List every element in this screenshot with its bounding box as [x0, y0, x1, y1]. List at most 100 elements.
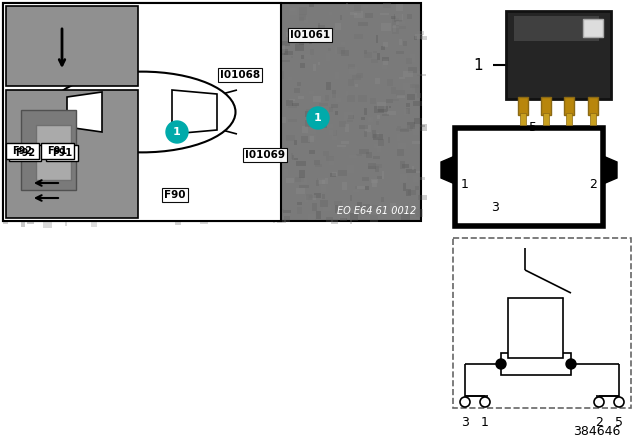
Bar [113, 208, 118, 211]
Bar [18, 89, 26, 93]
Bar [392, 26, 396, 32]
Bar [102, 25, 112, 32]
Bar [374, 106, 383, 113]
Bar [305, 196, 308, 202]
Bar [501, 353, 571, 375]
Text: 5: 5 [615, 416, 623, 429]
Bar [378, 139, 384, 146]
Bar [170, 129, 175, 134]
Bar [368, 161, 376, 166]
Bar [257, 63, 265, 65]
Bar [412, 141, 420, 144]
Bar [309, 135, 316, 139]
Bar [91, 183, 96, 186]
Bar [342, 182, 347, 190]
Bar [214, 208, 219, 215]
Bar [72, 195, 76, 197]
Bar [189, 192, 196, 200]
Bar [364, 204, 370, 211]
Bar [173, 74, 179, 80]
Bar [68, 106, 76, 111]
Bar [413, 101, 422, 106]
Bar [151, 210, 158, 217]
Bar [318, 26, 324, 30]
Bar [410, 84, 419, 87]
Bar [51, 95, 57, 102]
Bar [193, 149, 203, 151]
Bar [72, 28, 77, 35]
Bar [159, 206, 162, 209]
Bar [236, 106, 243, 109]
Bar [218, 174, 222, 179]
Bar [406, 125, 410, 129]
Bar [394, 14, 402, 22]
Bar [329, 12, 332, 15]
Bar [57, 75, 59, 82]
Bar [183, 40, 186, 44]
Bar [298, 96, 304, 99]
Bar [233, 214, 237, 219]
Bar [13, 8, 17, 10]
Bar [247, 118, 253, 125]
Text: 1: 1 [461, 178, 469, 191]
Bar [410, 54, 415, 62]
Bar [183, 22, 187, 26]
Bar [286, 135, 295, 141]
Bar [241, 9, 249, 16]
Bar [223, 96, 232, 101]
Bar [139, 164, 144, 168]
Bar [321, 200, 328, 207]
Bar [255, 191, 259, 198]
Bar [161, 56, 164, 63]
Bar [340, 15, 342, 20]
Bar [395, 14, 403, 20]
Bar [93, 180, 98, 184]
Bar [86, 13, 96, 20]
Bar [403, 41, 406, 46]
Bar [388, 106, 391, 108]
Bar [115, 92, 118, 94]
Bar [228, 39, 231, 43]
Bar [338, 170, 348, 176]
Bar [583, 19, 603, 37]
Bar [138, 96, 146, 101]
Bar [223, 56, 231, 59]
Bar [322, 179, 326, 184]
Bar [111, 97, 116, 101]
Bar [285, 32, 291, 37]
Polygon shape [67, 92, 102, 132]
Bar [88, 31, 94, 36]
Bar [190, 32, 195, 39]
Bar [36, 125, 71, 180]
Bar [255, 62, 264, 69]
Bar [60, 210, 63, 215]
Bar [46, 44, 49, 48]
Bar [30, 130, 36, 134]
Bar [204, 134, 211, 141]
Bar [325, 125, 333, 128]
Bar [92, 136, 97, 144]
Bar [188, 90, 191, 94]
Bar [335, 205, 339, 213]
Bar [77, 50, 86, 53]
Bar [266, 57, 269, 59]
Bar [371, 179, 378, 183]
Text: 1: 1 [314, 113, 322, 123]
Bar [244, 8, 251, 13]
Bar [22, 27, 29, 30]
Bar [172, 164, 179, 167]
Bar [23, 129, 30, 136]
Bar [105, 61, 111, 69]
Bar [161, 4, 166, 9]
Bar [176, 111, 185, 114]
Bar [566, 113, 572, 125]
Bar [383, 113, 389, 116]
Bar [269, 58, 275, 65]
Bar [41, 143, 74, 159]
Polygon shape [172, 90, 217, 134]
Bar [328, 47, 332, 51]
Bar [388, 138, 390, 143]
Bar [202, 187, 207, 194]
Bar [225, 186, 232, 194]
Text: F91: F91 [47, 146, 67, 156]
